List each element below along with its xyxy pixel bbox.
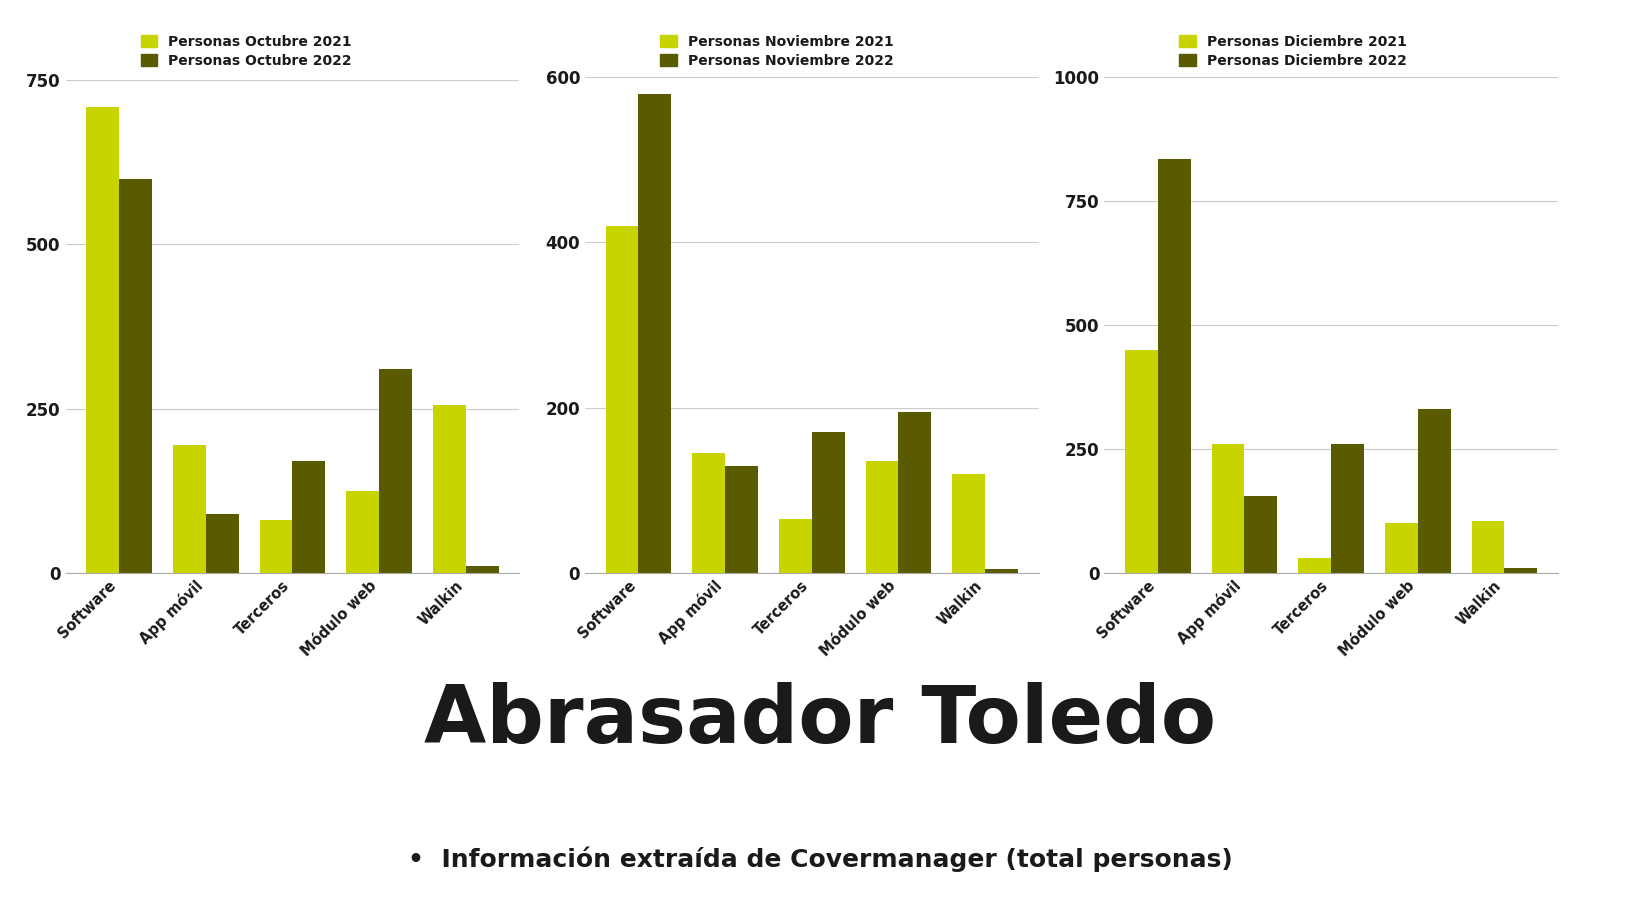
Bar [952,474,985,573]
Bar [985,569,1018,573]
Bar [724,466,757,573]
Bar [865,461,898,573]
Bar [1124,350,1157,573]
Bar [120,178,152,573]
Bar [346,491,379,573]
Bar [779,519,811,573]
Text: Abrasador Toledo: Abrasador Toledo [423,682,1216,760]
Bar [1331,444,1364,573]
Bar [638,94,670,573]
Legend: Personas Octubre 2021, Personas Octubre 2022: Personas Octubre 2021, Personas Octubre … [141,35,352,67]
Bar [1157,159,1190,573]
Bar [379,370,411,573]
Bar [898,412,931,573]
Bar [465,566,498,573]
Bar [205,514,239,573]
Bar [172,444,205,573]
Text: •  Información extraída de Covermanager (total personas): • Información extraída de Covermanager (… [408,846,1231,872]
Bar [692,453,724,573]
Bar [1503,568,1536,573]
Bar [1298,558,1331,573]
Bar [87,106,120,573]
Bar [605,226,638,573]
Bar [1244,496,1277,573]
Legend: Personas Noviembre 2021, Personas Noviembre 2022: Personas Noviembre 2021, Personas Noviem… [659,35,893,67]
Bar [259,520,292,573]
Bar [1211,444,1244,573]
Bar [433,406,465,573]
Bar [1418,409,1451,573]
Bar [1383,523,1418,573]
Bar [1470,521,1503,573]
Bar [811,432,844,573]
Bar [292,461,325,573]
Legend: Personas Diciembre 2021, Personas Diciembre 2022: Personas Diciembre 2021, Personas Diciem… [1178,35,1406,67]
